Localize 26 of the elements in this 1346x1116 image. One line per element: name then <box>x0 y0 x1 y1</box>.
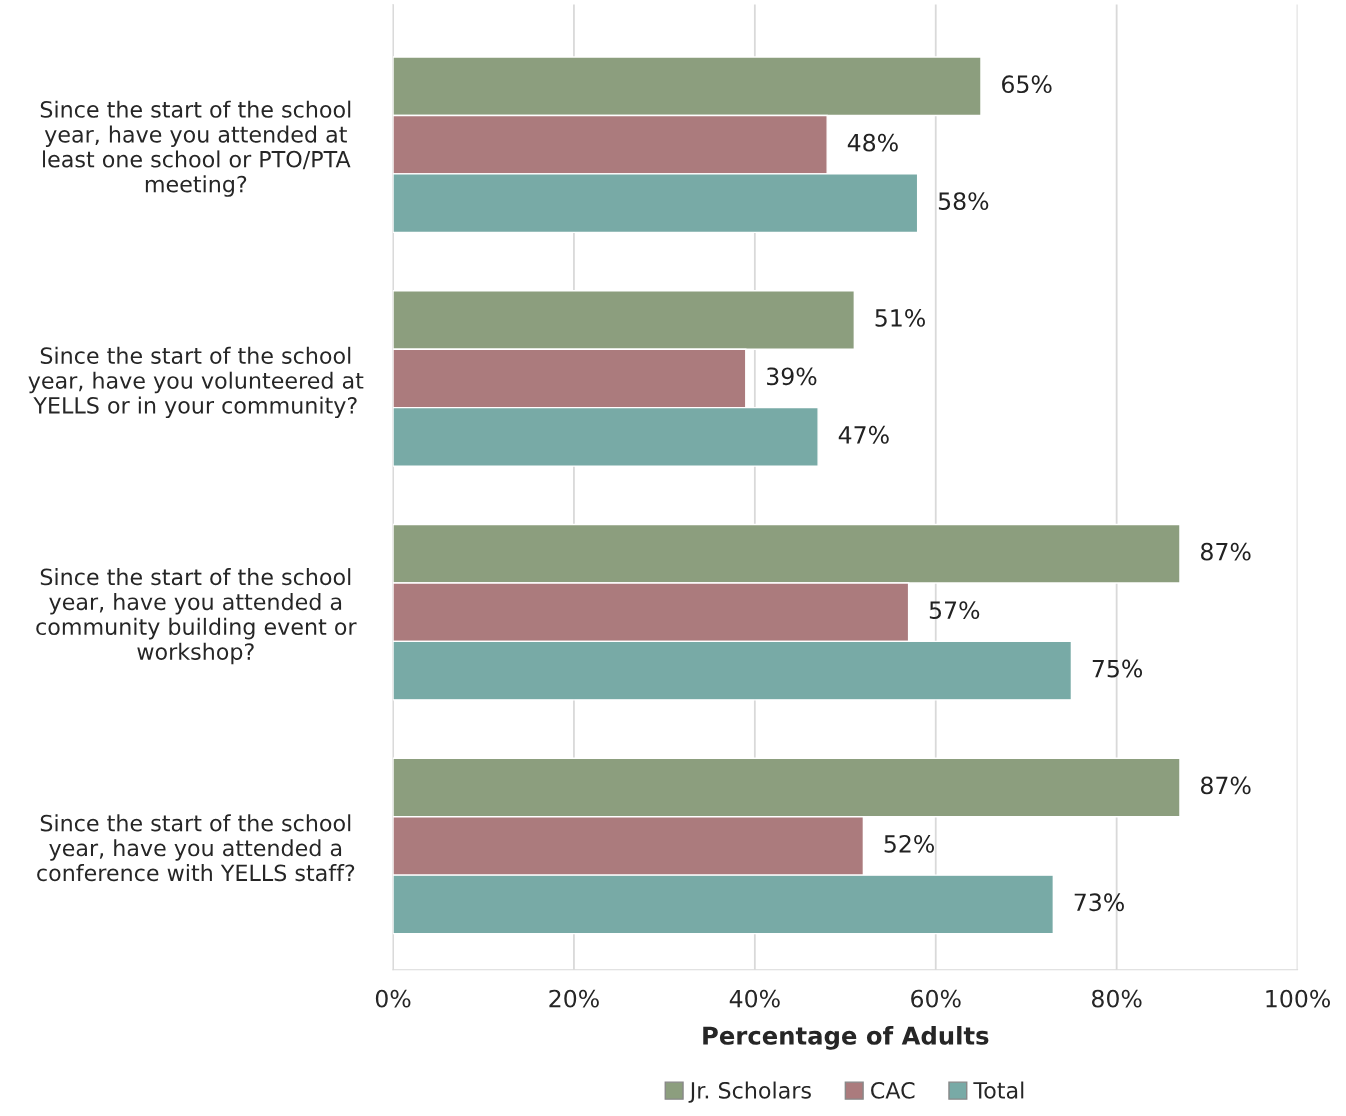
data-label: 73% <box>1074 893 1124 912</box>
legend-label: Jr. Scholars <box>688 1081 811 1103</box>
data-label: 39% <box>767 367 817 386</box>
x-tick-label: 60% <box>911 989 961 1008</box>
y-tick-label: Since the start of the school year, have you attended at least one school or PTO/PTA meeting? <box>40 100 351 197</box>
y-tick-label: Since the start of the school year, have you volunteered at YELLS or in your community? <box>28 346 364 419</box>
legend-label: Total <box>973 1081 1024 1099</box>
data-label: 87% <box>1201 542 1251 561</box>
data-label: 48% <box>847 133 898 152</box>
data-label: 51% <box>875 309 925 327</box>
data-label: 65% <box>1002 75 1052 94</box>
data-label: 57% <box>929 601 980 620</box>
x-tick-label: 80% <box>1092 989 1142 1008</box>
x-tick-label: 20% <box>549 989 599 1008</box>
data-label: 47% <box>838 425 889 444</box>
x-tick-label: 100% <box>1266 989 1330 1008</box>
data-label: 75% <box>1092 659 1143 678</box>
y-tick-label: Since the start of the school year, have you attended a community building event or workshop? <box>36 568 357 665</box>
x-tick-label: 0% <box>375 989 411 1008</box>
data-label: 52% <box>884 834 934 853</box>
legend-label: CAC <box>871 1081 915 1099</box>
x-axis-title: Percentage of Adults <box>703 1025 989 1050</box>
data-label: 58% <box>938 192 989 210</box>
data-label: 87% <box>1201 776 1251 795</box>
x-tick-label: 40% <box>729 989 780 1008</box>
y-tick-label: Since the start of the school year, have you attended a conference with YELLS staff? <box>37 814 355 882</box>
